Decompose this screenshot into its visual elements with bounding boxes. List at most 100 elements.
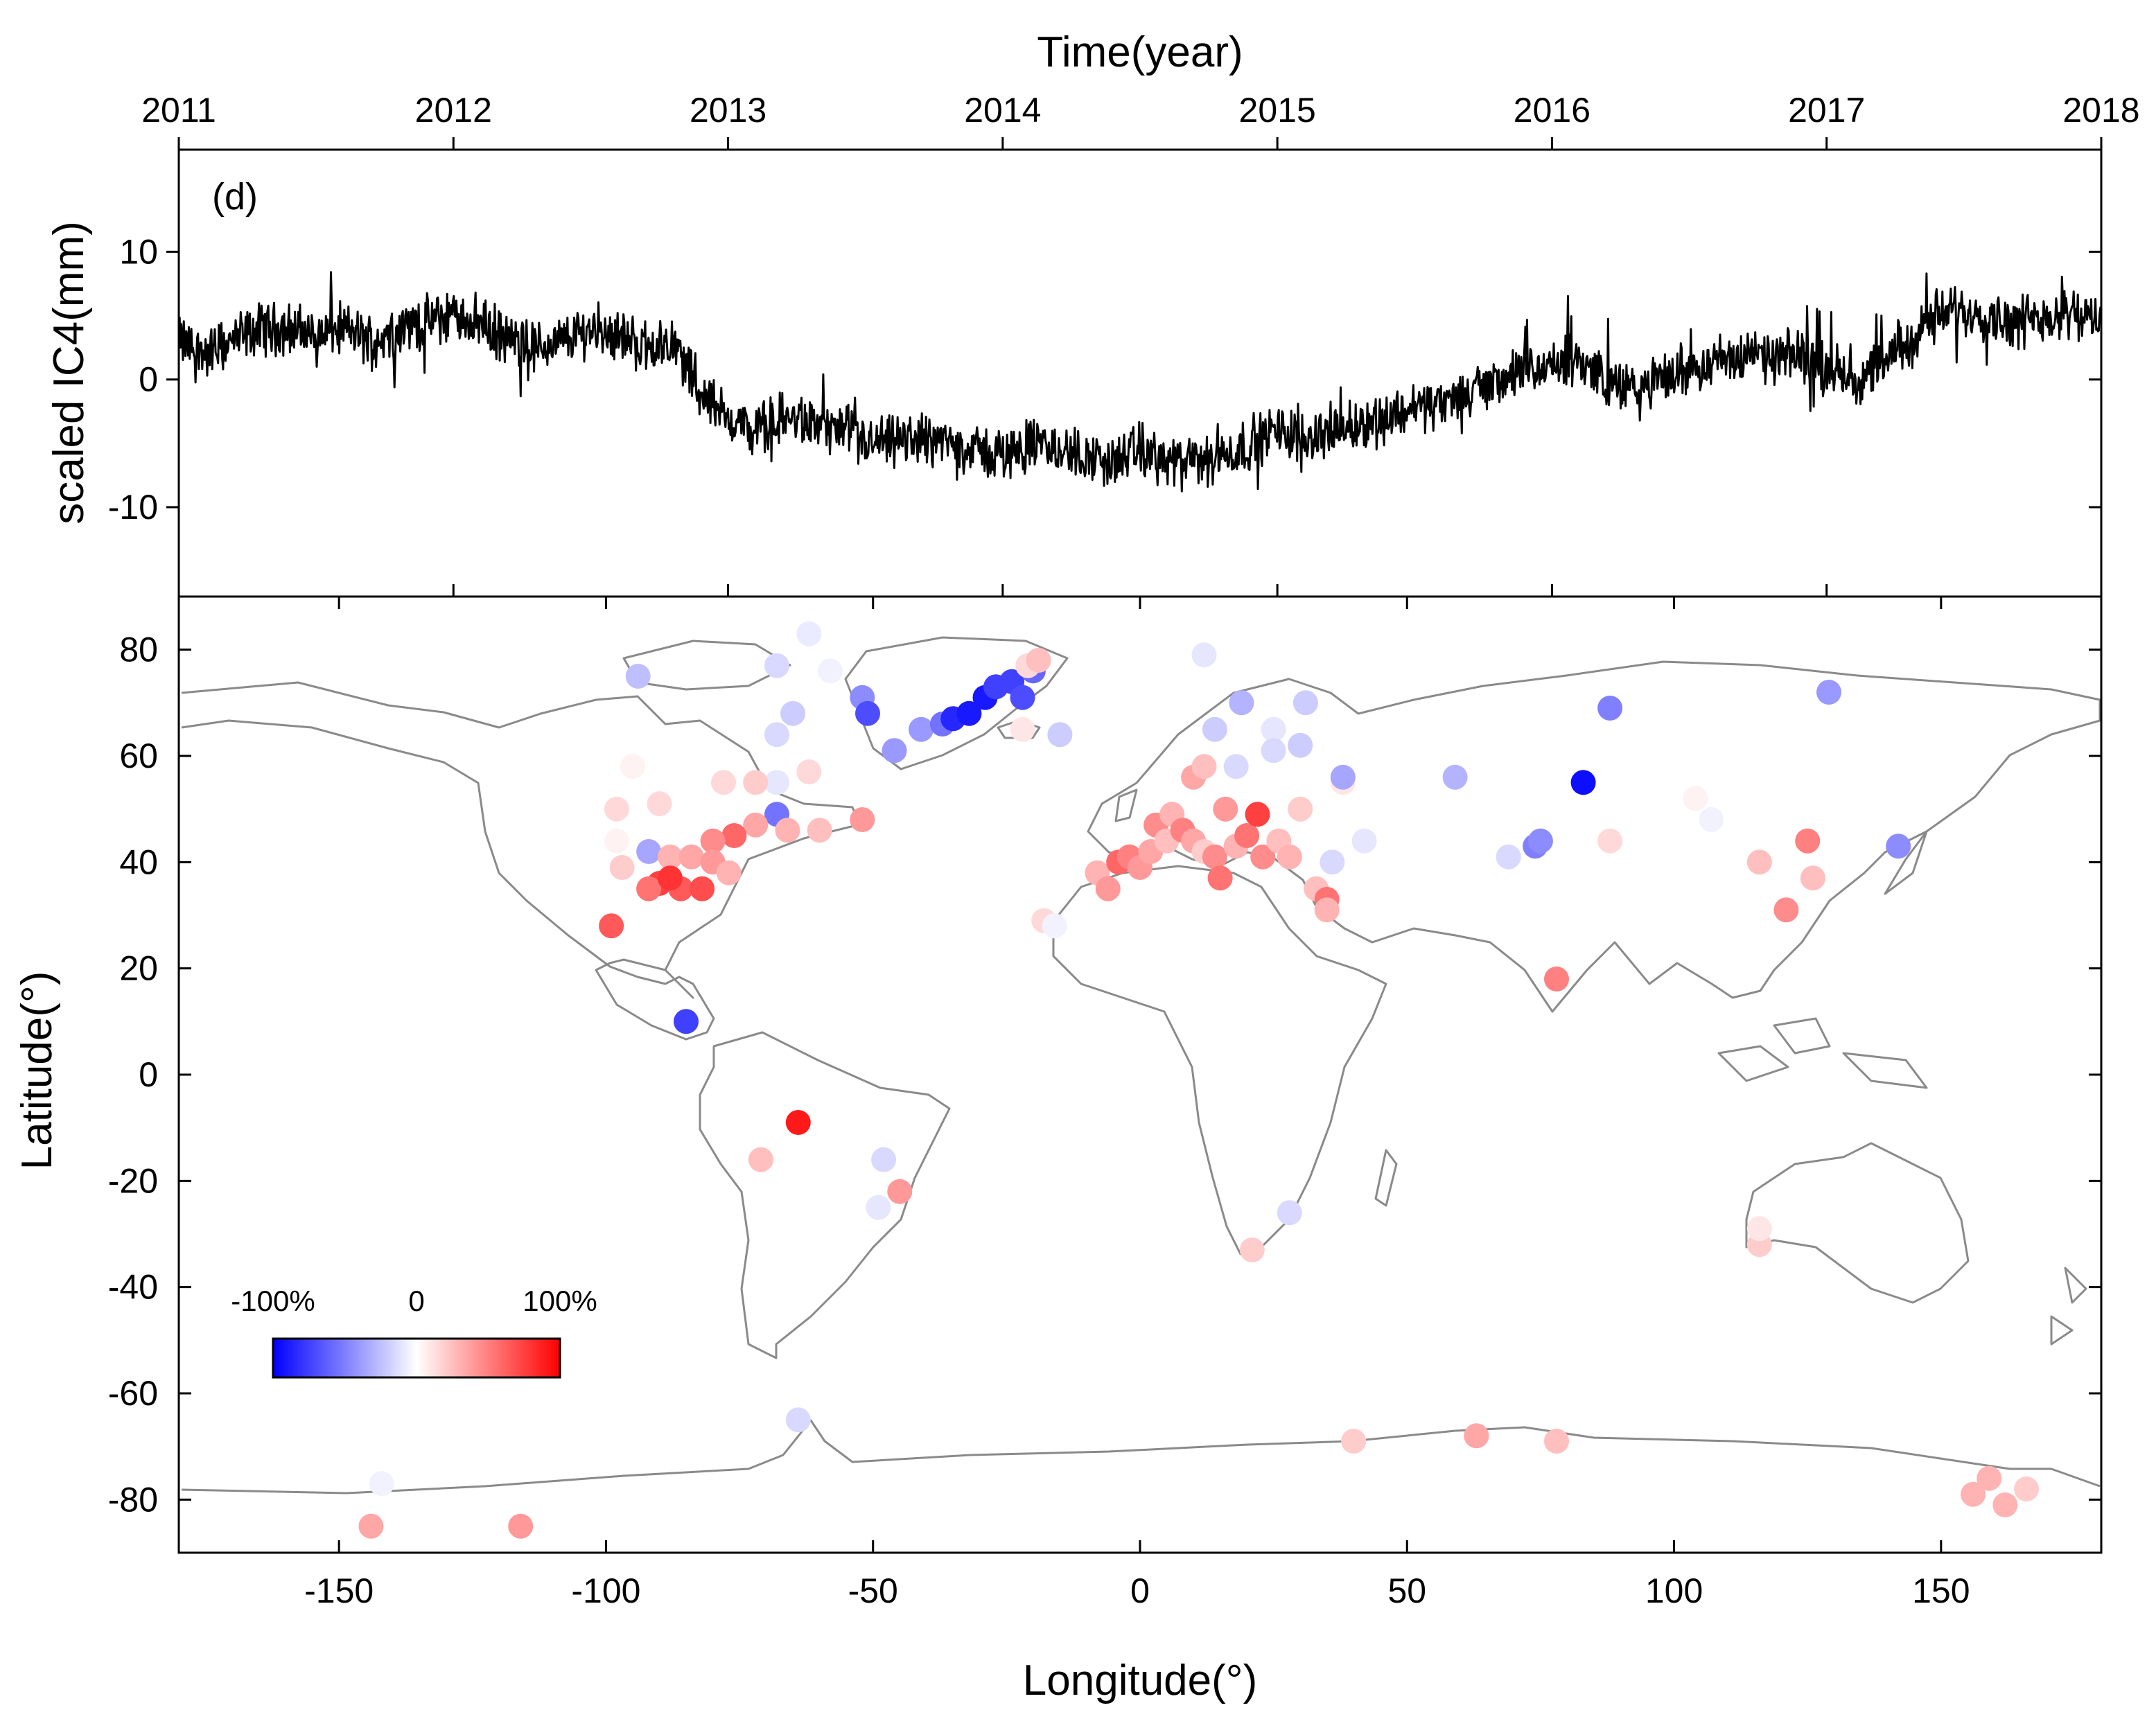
ic4-tick-label: -10 — [108, 488, 158, 527]
latitude-axis-title: Latitude(°) — [13, 971, 61, 1170]
latitude-tick-label: 60 — [119, 737, 158, 775]
station-point — [678, 844, 704, 870]
station-point — [909, 716, 934, 742]
station-point — [855, 700, 880, 726]
station-point — [1746, 1216, 1772, 1242]
station-point — [1277, 844, 1302, 870]
colorbar-label-max: 100% — [523, 1285, 597, 1317]
station-point — [358, 1513, 384, 1539]
station-point — [1992, 1492, 2018, 1517]
station-point — [1288, 796, 1313, 822]
station-point — [1314, 897, 1340, 923]
longitude-axis-ticks: -150 -100 -50 0 50 100 150 — [304, 597, 1970, 1610]
longitude-tick-label: -100 — [571, 1571, 640, 1610]
station-point — [775, 818, 800, 843]
ic4-series-line — [179, 271, 2101, 493]
station-point — [1544, 967, 1569, 991]
station-point — [690, 876, 715, 901]
station-point — [1683, 786, 1708, 811]
station-point — [1047, 722, 1073, 748]
station-point — [711, 770, 736, 795]
station-point — [882, 738, 907, 764]
antarctica-outline — [181, 1419, 2101, 1495]
station-point — [625, 664, 651, 689]
station-point — [1773, 897, 1799, 923]
station-point — [1570, 770, 1596, 795]
world-map — [181, 636, 2101, 1495]
longitude-tick-label: 50 — [1387, 1571, 1426, 1610]
station-point — [657, 844, 683, 870]
station-point — [1816, 680, 1841, 705]
station-point — [1341, 1429, 1367, 1454]
station-point — [620, 754, 645, 779]
station-point — [1288, 732, 1313, 758]
longitude-tick-label: 150 — [1912, 1571, 1970, 1610]
station-point — [1320, 849, 1345, 875]
station-point — [796, 759, 822, 784]
station-point — [1010, 685, 1035, 710]
time-tick-label: 2018 — [2062, 91, 2139, 130]
station-point — [818, 658, 843, 684]
station-point — [369, 1471, 394, 1497]
time-tick-label: 2013 — [690, 91, 766, 130]
map-panel-frame — [177, 595, 2103, 1554]
station-point — [1095, 876, 1121, 901]
latitude-tick-label: 80 — [119, 631, 158, 669]
ic4-tick-label: 0 — [139, 360, 158, 399]
station-point — [1961, 1481, 1986, 1507]
station-point — [1277, 1200, 1302, 1226]
new-zealand-outline — [2050, 1267, 2087, 1346]
latitude-tick-label: 0 — [139, 1055, 158, 1094]
south-america-outline — [699, 1031, 951, 1359]
station-point — [609, 855, 635, 880]
station-point — [764, 770, 789, 795]
station-point — [1239, 1237, 1265, 1262]
station-point — [1213, 796, 1238, 822]
longitude-tick-label: -50 — [848, 1571, 898, 1610]
station-point — [1042, 913, 1067, 939]
time-tick-label: 2016 — [1514, 91, 1590, 130]
station-point — [1191, 754, 1217, 779]
station-point — [1795, 828, 1821, 854]
station-point — [1261, 738, 1286, 764]
latitude-tick-label: -20 — [108, 1161, 158, 1200]
colorbar-label-mid: 0 — [408, 1285, 424, 1317]
station-point — [1223, 754, 1249, 779]
latitude-tick-label: 20 — [119, 949, 158, 988]
station-point — [1229, 690, 1254, 716]
station-point — [1351, 828, 1377, 854]
latitude-tick-label: -80 — [108, 1480, 158, 1519]
station-point — [2014, 1476, 2040, 1501]
station-point — [887, 1179, 913, 1204]
station-point — [1245, 802, 1270, 827]
station-point — [743, 770, 769, 795]
station-point — [743, 812, 769, 838]
station-point — [721, 823, 747, 848]
latitude-tick-label: 40 — [119, 843, 158, 881]
station-point — [1207, 865, 1233, 891]
station-point — [1191, 642, 1217, 668]
station-point — [764, 722, 789, 748]
station-point — [636, 876, 662, 901]
station-point — [1597, 828, 1623, 854]
time-tick-label: 2014 — [964, 91, 1041, 130]
station-point — [1746, 849, 1772, 875]
japan-outline — [1884, 830, 1928, 895]
time-axis-title: Time(year) — [1037, 28, 1243, 76]
station-point — [604, 796, 629, 822]
station-point — [636, 839, 662, 864]
station-point — [1464, 1423, 1489, 1449]
station-point — [956, 700, 982, 726]
station-point — [1442, 764, 1468, 790]
station-point — [1250, 844, 1276, 870]
ic4-axis-ticks: 10 0 -10 — [108, 232, 2101, 527]
station-point — [599, 913, 624, 939]
station-point — [785, 1407, 811, 1433]
station-point — [807, 818, 832, 843]
colorbar: -100% 0 100% — [231, 1285, 597, 1379]
station-point — [1202, 844, 1227, 870]
colorbar-label-min: -100% — [231, 1285, 315, 1317]
station-point — [796, 621, 822, 646]
station-point — [1977, 1465, 2002, 1491]
